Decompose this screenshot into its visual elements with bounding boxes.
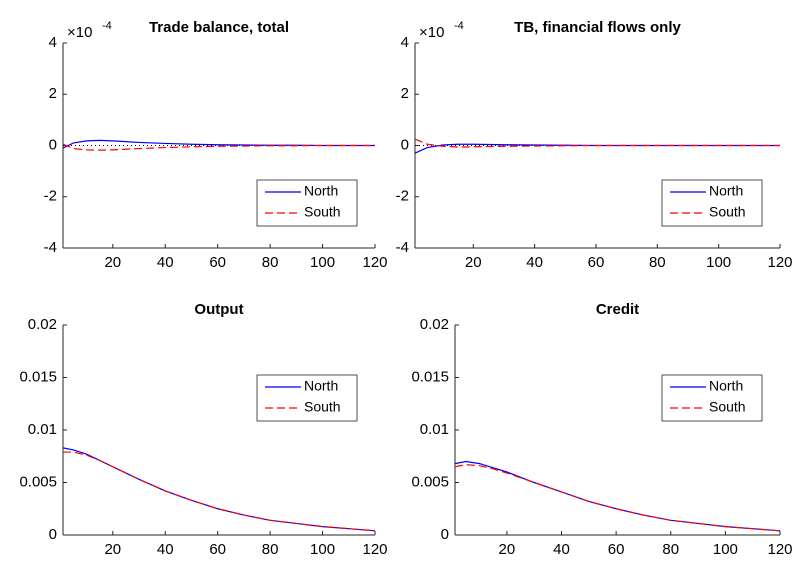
chart-title: Output [194,301,243,318]
legend-label: South [709,399,746,415]
legend-label: South [709,204,746,220]
y-tick-label: 2 [49,85,57,102]
legend: North South [661,179,763,227]
x-tick-label: 100 [310,254,335,271]
y-tick-label: 0 [49,526,57,543]
x-tick-label: 40 [553,541,570,558]
x-tick-label: 40 [526,254,543,271]
y-tick-label: -2 [396,188,409,205]
x-tick-label: 120 [362,254,387,271]
chart-title: Credit [596,301,639,318]
series-line [62,139,375,149]
y-tick-label: 0.015 [411,368,449,385]
y-multiplier-exponent: -4 [102,20,112,32]
y-tick-label: 2 [401,85,409,102]
legend: North South [661,374,763,422]
series-line [414,138,780,148]
x-tick-label: 120 [767,254,792,271]
x-tick-label: 80 [662,541,679,558]
series-line [454,464,781,532]
x-tick-label: 120 [362,541,387,558]
y-tick-label: -4 [44,239,57,256]
y-tick-label: 0 [401,136,409,153]
y-tick-label: 0.02 [28,316,57,333]
y-tick-label: -4 [396,239,409,256]
legend-label: South [304,204,341,220]
x-tick-label: 80 [262,254,279,271]
y-tick-label: 0.02 [420,316,449,333]
x-tick-label: 60 [209,254,226,271]
x-tick-label: 60 [608,541,625,558]
x-tick-label: 20 [104,541,121,558]
legend: North South [256,179,358,227]
legend-label: North [304,183,338,199]
y-tick-label: 4 [49,34,57,51]
x-tick-label: 40 [157,541,174,558]
legend-label: North [709,378,743,394]
y-tick-label: 0.005 [19,473,57,490]
x-tick-label: 120 [767,541,792,558]
y-multiplier-exponent: -4 [454,20,464,32]
series-line [62,143,375,151]
y-multiplier-base: ×10 [67,24,92,41]
legend-label: North [709,183,743,199]
y-tick-label: 0.01 [28,421,57,438]
series-line [62,447,376,532]
chart-title: Trade balance, total [149,19,289,36]
y-tick-label: 0.015 [19,368,57,385]
y-tick-label: -2 [44,188,57,205]
x-tick-label: 80 [262,541,279,558]
y-tick-label: 0.005 [411,473,449,490]
x-tick-label: 100 [706,254,731,271]
legend-box [256,179,358,227]
x-tick-label: 60 [588,254,605,271]
legend: North South [256,374,358,422]
y-multiplier-base: ×10 [419,24,444,41]
x-tick-label: 80 [649,254,666,271]
chart-title: TB, financial flows only [514,19,681,36]
x-tick-label: 40 [157,254,174,271]
legend-box [661,179,763,227]
y-tick-label: 0 [441,526,449,543]
y-tick-label: 4 [401,34,409,51]
series-line [63,451,376,532]
legend-box [661,374,763,422]
x-tick-label: 100 [713,541,738,558]
legend-box [256,374,358,422]
x-tick-label: 20 [499,541,516,558]
y-tick-label: 0.01 [420,421,449,438]
x-tick-label: 20 [465,254,482,271]
legend-label: North [304,378,338,394]
x-tick-label: 60 [209,541,226,558]
x-tick-label: 20 [104,254,121,271]
y-tick-label: 0 [49,136,57,153]
legend-label: South [304,399,341,415]
x-tick-label: 100 [310,541,335,558]
